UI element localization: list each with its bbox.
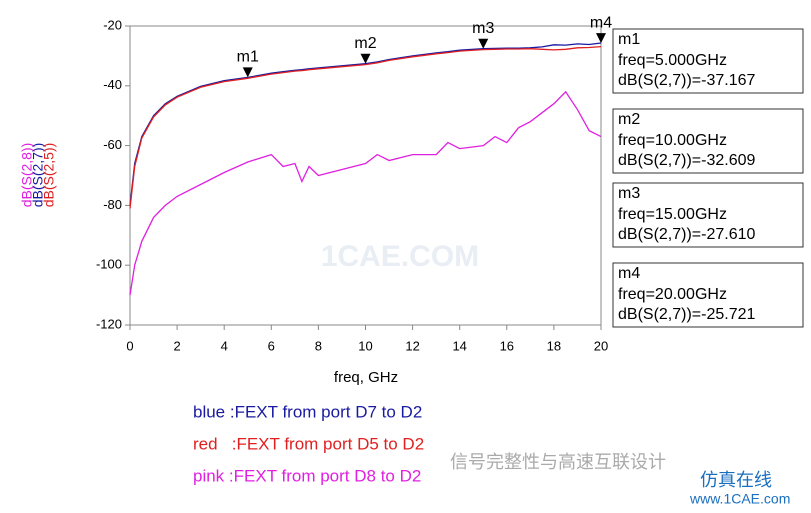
marker-triangle <box>242 67 253 78</box>
y-tick-label: -20 <box>103 17 122 32</box>
marker-box-line: freq=20.00GHz <box>618 286 727 303</box>
series-line <box>129 90 602 296</box>
marker-box-title: m1 <box>618 31 640 48</box>
marker-box <box>612 108 804 174</box>
marker-box-line: dB(S(2,7))=-32.609 <box>618 152 756 169</box>
x-tick-label: 4 <box>221 338 228 353</box>
plot-frame <box>129 25 602 326</box>
marker-triangle <box>478 38 489 49</box>
x-tick-label: 2 <box>173 338 180 353</box>
marker-box <box>612 182 804 248</box>
watermark: 1CAE.COM <box>321 240 479 273</box>
series-line <box>129 42 602 206</box>
marker-label: m2 <box>354 35 376 52</box>
marker-box-line: dB(S(2,7))=-37.167 <box>618 72 756 89</box>
marker-box-line: dB(S(2,7))=-25.721 <box>618 306 756 323</box>
marker-label: m4 <box>590 14 612 31</box>
series-line <box>129 45 602 209</box>
marker-box <box>612 262 804 328</box>
note: red :FEXT from port D5 to D2 <box>193 434 424 453</box>
y-tick-label: -80 <box>103 197 122 212</box>
marker-box-line: freq=10.00GHz <box>618 132 727 149</box>
watermark: www.1CAE.com <box>689 491 790 507</box>
marker-triangle <box>360 53 371 64</box>
x-tick-label: 16 <box>500 338 514 353</box>
watermark: 仿真在线 <box>700 470 772 490</box>
y-axis-label: dB(S(2,5)) <box>41 143 57 208</box>
x-tick-label: 18 <box>547 338 561 353</box>
x-tick-label: 8 <box>315 338 322 353</box>
y-tick-label: -100 <box>96 257 122 272</box>
marker-box-title: m2 <box>618 111 640 128</box>
watermark: 信号完整性与高速互联设计 <box>450 452 666 472</box>
y-axis-label: dB(S(2,7)) <box>30 143 46 208</box>
y-axis-label: dB(S(2,8)) <box>19 143 35 208</box>
note: pink :FEXT from port D8 to D2 <box>193 466 421 485</box>
x-tick-label: 12 <box>405 338 419 353</box>
x-tick-label: 0 <box>126 338 133 353</box>
x-tick-label: 20 <box>594 338 608 353</box>
x-axis-label: freq, GHz <box>334 369 398 386</box>
x-tick-label: 14 <box>452 338 466 353</box>
x-tick-label: 10 <box>358 338 372 353</box>
y-tick-label: -40 <box>103 77 122 92</box>
marker-box-line: dB(S(2,7))=-27.610 <box>618 226 756 243</box>
marker-box-title: m3 <box>618 185 640 202</box>
y-tick-label: -120 <box>96 316 122 331</box>
marker-label: m1 <box>237 49 259 66</box>
marker-box-line: freq=5.000GHz <box>618 52 727 69</box>
marker-label: m3 <box>472 20 494 37</box>
marker-box-line: freq=15.00GHz <box>618 206 727 223</box>
marker-box <box>612 28 804 94</box>
note: blue :FEXT from port D7 to D2 <box>193 402 422 421</box>
y-tick-label: -60 <box>103 137 122 152</box>
x-tick-label: 6 <box>268 338 275 353</box>
marker-triangle <box>596 33 606 44</box>
marker-box-title: m4 <box>618 265 640 282</box>
